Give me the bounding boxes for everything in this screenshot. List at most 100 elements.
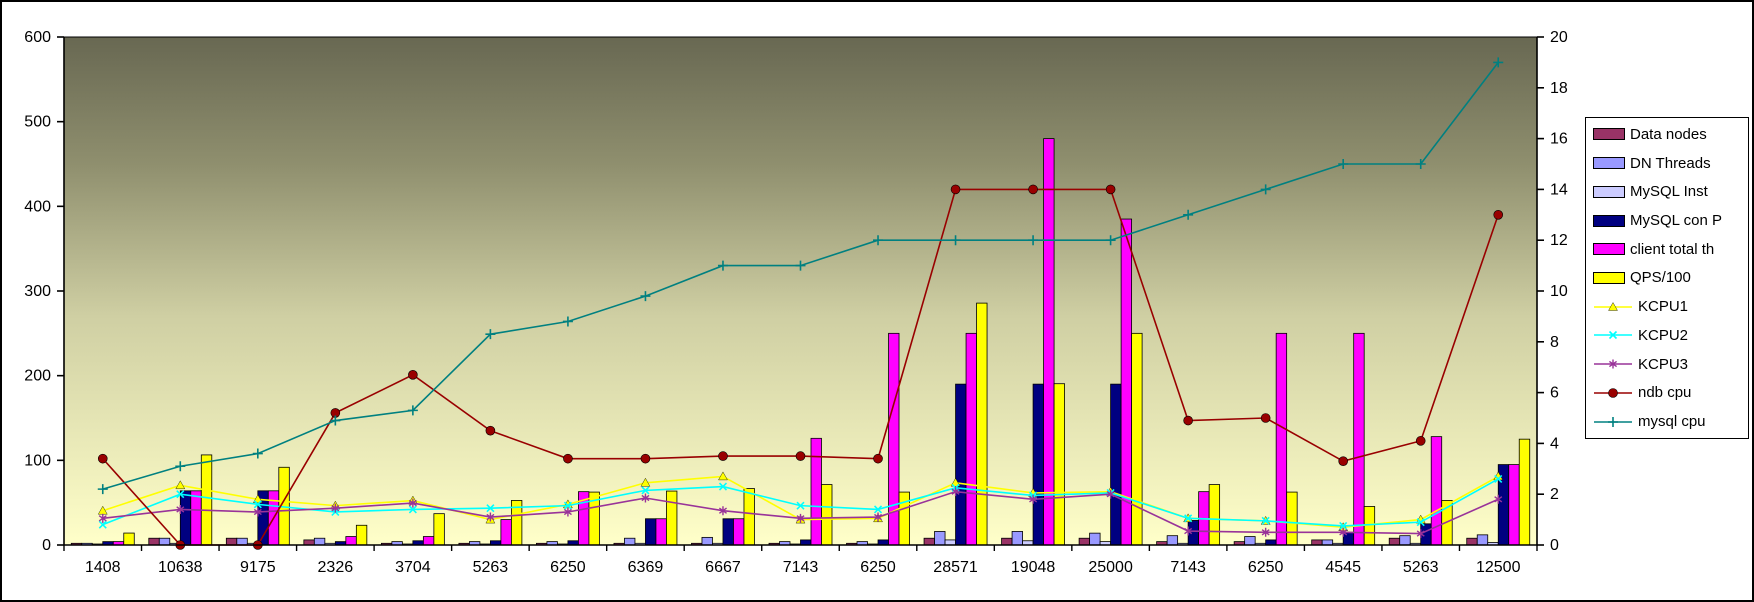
legend-label: MySQL con P bbox=[1630, 212, 1722, 230]
bar bbox=[810, 437, 822, 546]
right-tick-label: 12 bbox=[1550, 232, 1568, 249]
legend-label: KCPU1 bbox=[1638, 298, 1689, 316]
bar bbox=[1053, 383, 1065, 546]
x-category-label: 7143 bbox=[1170, 559, 1206, 576]
legend-swatch bbox=[1593, 271, 1625, 284]
legend-item-kcpu1: KCPU1 bbox=[1593, 295, 1748, 319]
plus-marker bbox=[1338, 159, 1349, 169]
legend-swatch bbox=[1593, 128, 1625, 141]
legend-item-mysql-inst: MySQL Inst bbox=[1593, 180, 1748, 204]
x-marker bbox=[1416, 518, 1425, 527]
x-marker bbox=[641, 486, 650, 495]
legend-line-sample bbox=[1594, 331, 1632, 340]
legend-item-client-total-th: client total th bbox=[1593, 237, 1748, 261]
bar bbox=[148, 537, 160, 546]
asterisk-marker bbox=[98, 513, 107, 523]
bar bbox=[1466, 537, 1478, 546]
bar bbox=[934, 531, 946, 546]
left-tick-label: 400 bbox=[24, 198, 51, 215]
x-marker bbox=[873, 505, 883, 514]
asterisk-marker bbox=[1029, 494, 1038, 504]
right-tick-label: 2 bbox=[1550, 486, 1559, 503]
x-category-label: 9175 bbox=[240, 559, 276, 576]
legend-item-dn-threads: DN Threads bbox=[1593, 151, 1748, 175]
left-tick-label: 300 bbox=[24, 283, 51, 300]
bar bbox=[500, 519, 512, 546]
legend-swatch bbox=[1593, 214, 1625, 227]
asterisk-marker bbox=[176, 504, 185, 514]
legend-item-mysql-cpu: mysql cpu bbox=[1593, 410, 1748, 434]
asterisk-marker bbox=[1184, 526, 1193, 536]
x-category-label: 1408 bbox=[85, 559, 121, 576]
x-category-label: 2326 bbox=[318, 559, 354, 576]
circle-marker bbox=[1105, 184, 1116, 195]
circle-marker bbox=[718, 451, 728, 461]
bar bbox=[1089, 532, 1101, 546]
asterisk-marker bbox=[874, 512, 883, 522]
asterisk-marker bbox=[1261, 527, 1270, 537]
bar bbox=[1011, 531, 1023, 546]
x-axis: 1408 10638 9175 2326 3704 5263 6250 6369 6667 714… bbox=[63, 545, 1538, 576]
asterisk-marker bbox=[951, 487, 960, 497]
x-category-label: 3704 bbox=[395, 559, 431, 576]
x-category-label: 10638 bbox=[158, 559, 203, 576]
x-marker bbox=[1261, 516, 1270, 525]
bar bbox=[123, 532, 135, 546]
legend-line-sample bbox=[1594, 388, 1632, 398]
left-tick-label: 0 bbox=[42, 537, 51, 554]
plus-marker bbox=[1608, 416, 1618, 427]
bar bbox=[1032, 383, 1044, 546]
bar bbox=[898, 491, 910, 546]
triangle-marker bbox=[252, 494, 263, 503]
triangle-marker bbox=[640, 477, 651, 487]
left-tick-label: 500 bbox=[24, 114, 51, 131]
bar bbox=[1399, 535, 1411, 546]
x-category-label: 7143 bbox=[783, 559, 819, 576]
legend-label: Data nodes bbox=[1630, 125, 1707, 143]
plus-marker bbox=[97, 484, 108, 495]
right-tick-label: 16 bbox=[1550, 131, 1568, 148]
x-category-label: 4545 bbox=[1325, 559, 1361, 576]
bar bbox=[355, 524, 368, 546]
asterisk-marker bbox=[641, 493, 650, 503]
bar bbox=[1508, 464, 1520, 546]
asterisk-marker bbox=[486, 512, 495, 522]
bar bbox=[200, 454, 213, 546]
legend-label: QPS/100 bbox=[1630, 269, 1691, 287]
right-tick-label: 8 bbox=[1550, 334, 1559, 351]
circle-marker bbox=[1260, 413, 1271, 423]
circle-marker bbox=[485, 425, 496, 436]
line-mysql-cpu bbox=[97, 57, 1504, 495]
x-category-label: 5263 bbox=[473, 559, 509, 576]
legend-swatch bbox=[1593, 157, 1625, 170]
plus-marker bbox=[640, 291, 651, 302]
bar bbox=[743, 488, 755, 546]
bar bbox=[722, 518, 734, 546]
x-category-label: 5263 bbox=[1403, 559, 1439, 576]
bar bbox=[955, 383, 967, 546]
left-tick-label: 200 bbox=[24, 368, 51, 385]
circle-marker bbox=[795, 451, 806, 461]
asterisk-marker bbox=[1339, 527, 1348, 537]
bar bbox=[313, 537, 326, 546]
bar bbox=[1131, 332, 1143, 546]
triangle-marker bbox=[718, 471, 728, 481]
bar bbox=[701, 536, 713, 546]
asterisk-marker bbox=[718, 506, 727, 516]
right-tick-label: 18 bbox=[1550, 80, 1568, 97]
asterisk-marker bbox=[563, 507, 572, 517]
bar bbox=[821, 484, 833, 546]
left-tick-label: 100 bbox=[24, 452, 51, 469]
x-marker bbox=[1184, 514, 1193, 523]
legend-item-ndb-cpu: ndb cpu bbox=[1593, 381, 1748, 405]
plus-marker bbox=[1260, 184, 1271, 195]
triangle-marker bbox=[950, 477, 961, 487]
circle-marker bbox=[1338, 456, 1348, 466]
bar bbox=[923, 537, 935, 546]
asterisk-marker bbox=[1416, 529, 1425, 539]
circle-marker bbox=[1608, 388, 1618, 398]
circle-marker bbox=[97, 453, 108, 464]
plus-marker bbox=[407, 405, 418, 416]
x-marker bbox=[1494, 474, 1503, 484]
plus-marker bbox=[717, 260, 728, 271]
